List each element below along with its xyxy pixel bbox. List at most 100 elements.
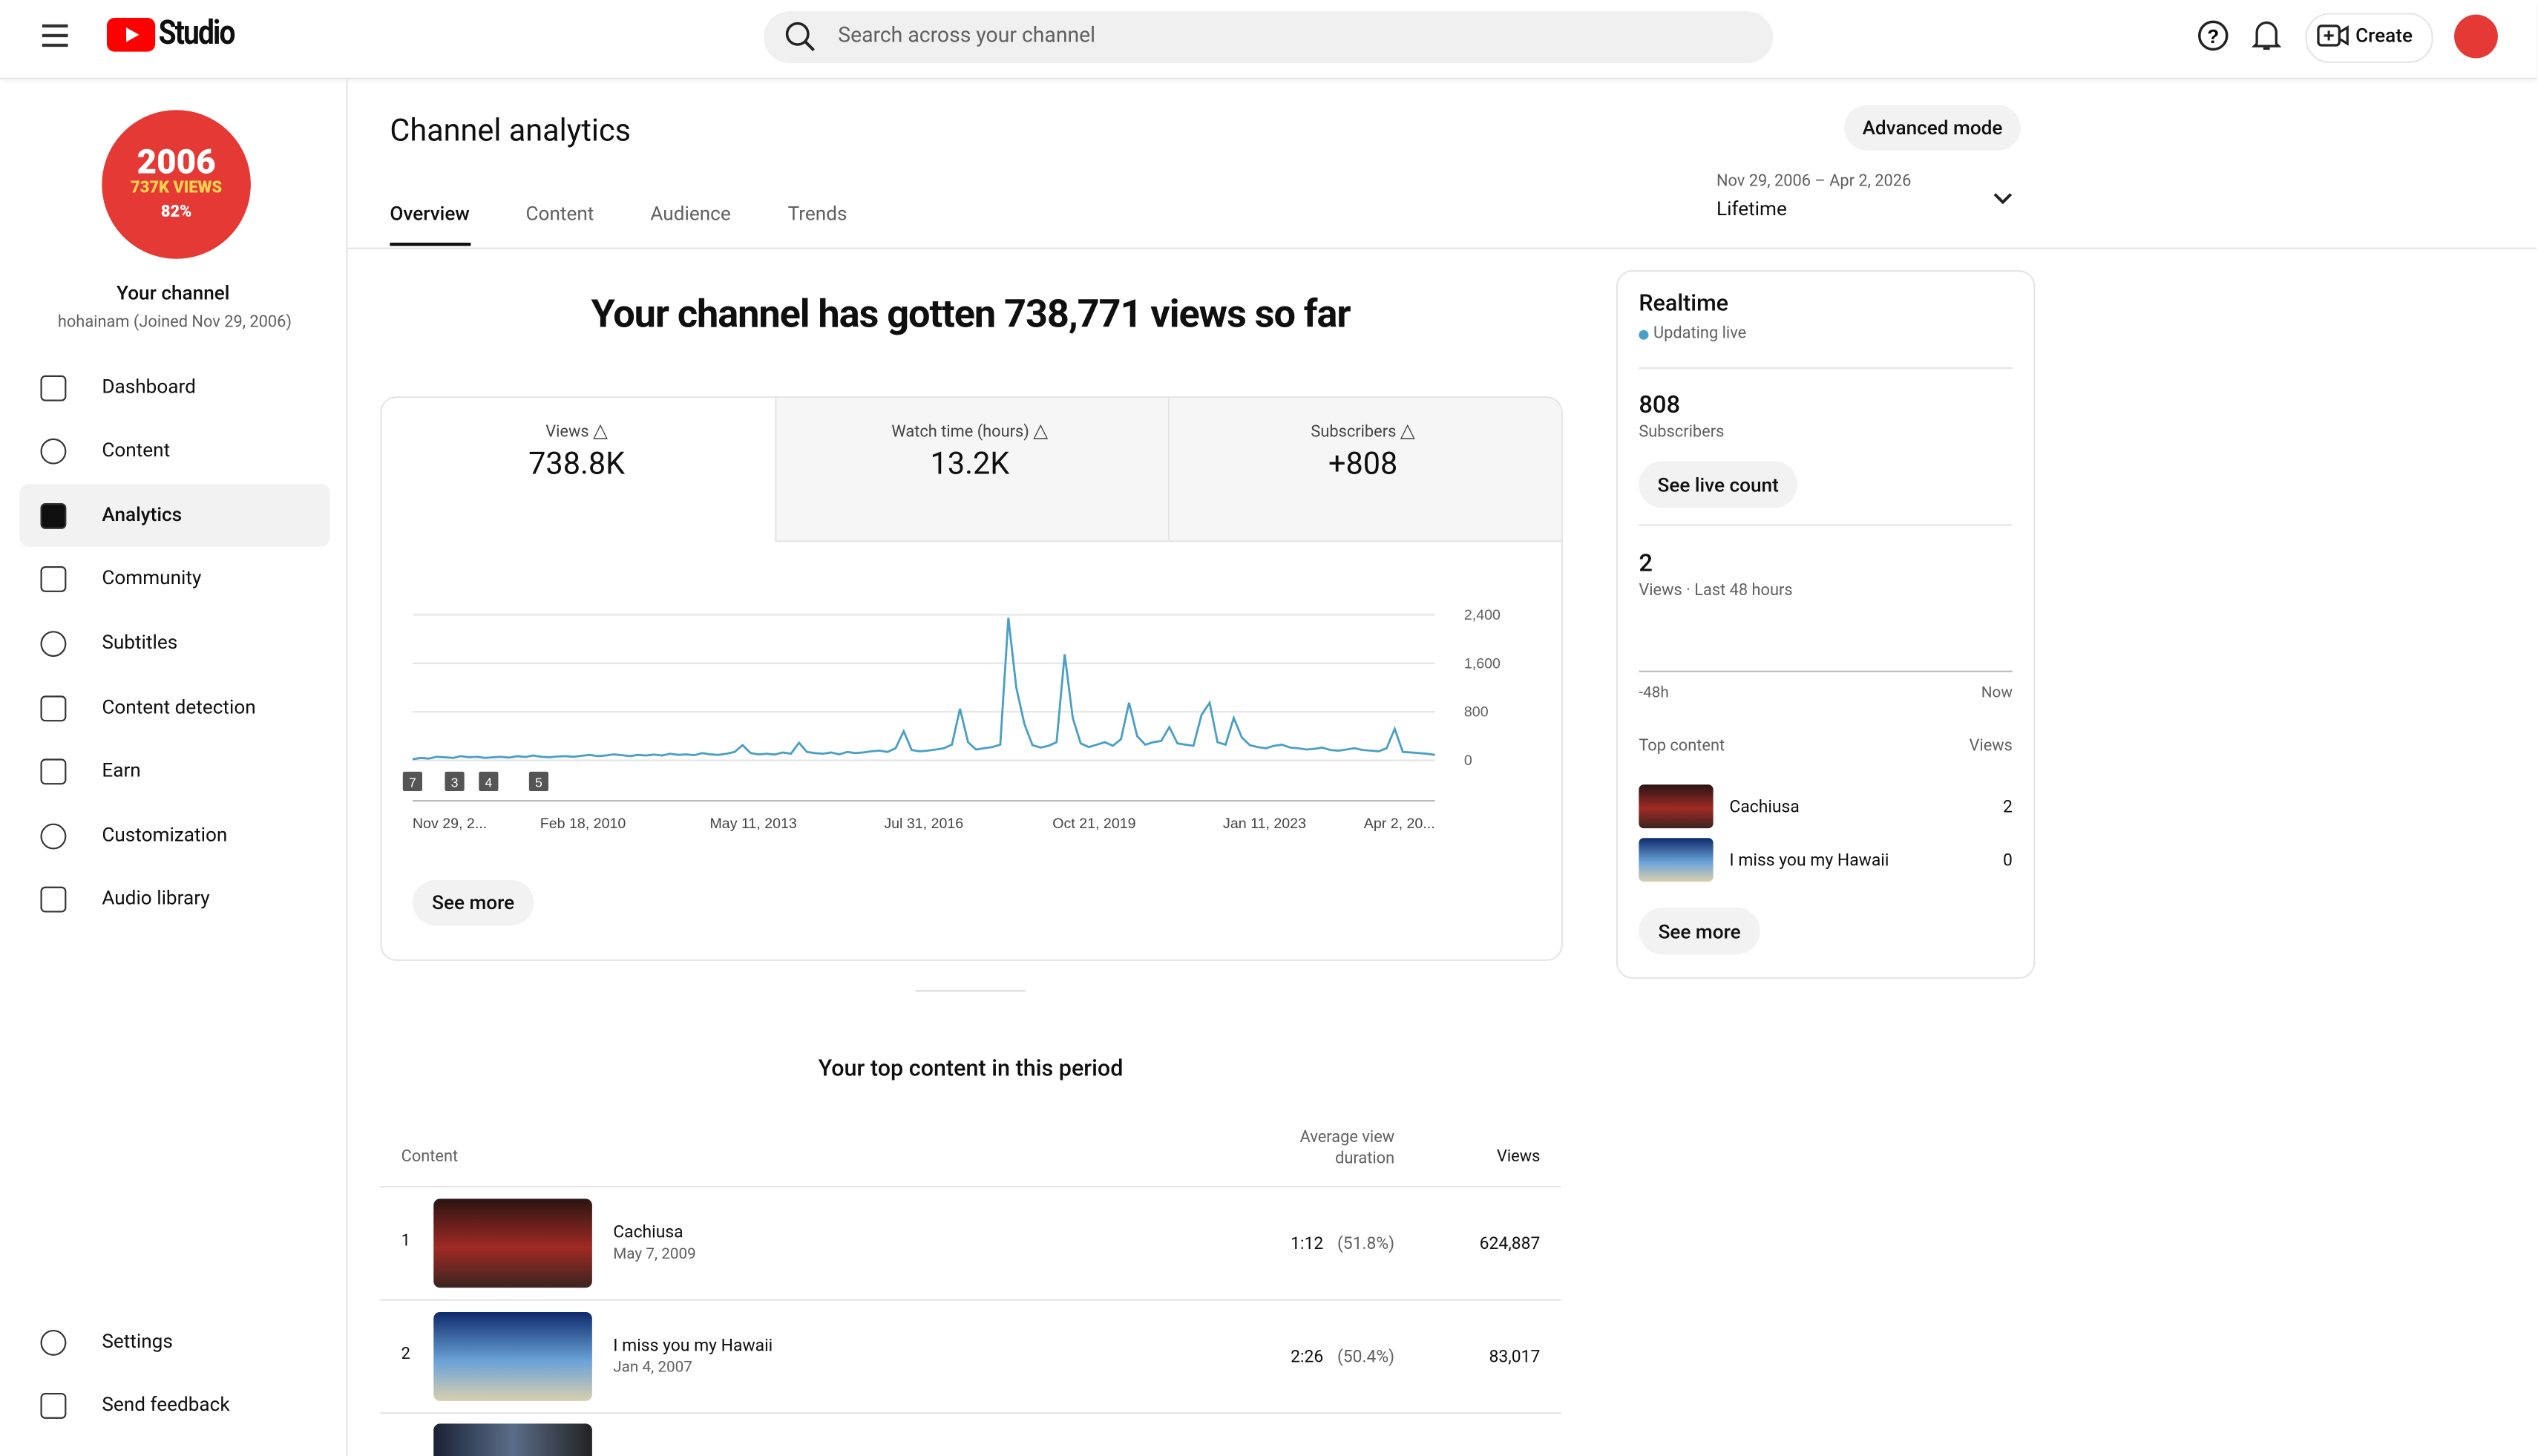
metric-label[interactable]: Views △ <box>545 419 609 442</box>
metric-tab-bg <box>775 398 1561 542</box>
subscriber-label: Subscribers <box>1639 424 1725 442</box>
y-tick-label: 800 <box>1464 704 1489 721</box>
realtime-title: Realtime <box>1639 291 1729 318</box>
views-line <box>412 617 1435 761</box>
subscriber-count: 808 <box>1639 390 1681 419</box>
create-label[interactable]: Create <box>2355 24 2413 47</box>
video-date: May 7, 2009 <box>613 1245 696 1264</box>
nav-item[interactable]: Content detection <box>102 695 256 718</box>
rank: 1 <box>401 1233 410 1251</box>
nav-item[interactable]: Dashboard <box>102 375 196 399</box>
annotation-label: 4 <box>485 775 493 790</box>
avatar-percent: 82% <box>160 203 192 222</box>
annotation-marker <box>402 771 422 792</box>
nav-icon[interactable] <box>40 758 67 785</box>
avg-duration: 1:12 <box>1291 1233 1324 1254</box>
nav-item[interactable]: Customization <box>102 823 228 847</box>
see-live-count-button[interactable]: See live count <box>1639 461 1797 508</box>
nav-item[interactable]: Send feedback <box>102 1392 230 1416</box>
nav-icon[interactable] <box>40 886 67 913</box>
nav-item[interactable]: Content <box>102 438 171 462</box>
y-tick-label: 2,400 <box>1464 607 1501 623</box>
nav-icon[interactable] <box>40 823 67 850</box>
thumbnail[interactable] <box>433 1423 592 1456</box>
tab[interactable]: Trends <box>787 202 847 226</box>
video-title[interactable]: I miss you my Hawaii <box>613 1334 773 1356</box>
metric-label[interactable]: Watch time (hours) △ <box>891 419 1049 442</box>
realtime-see-more-button[interactable]: See more <box>1639 907 1760 955</box>
views: 83,017 <box>1489 1345 1541 1368</box>
realtime-views-label: Views · Last 48 hours <box>1639 582 1793 600</box>
channel-avatar[interactable] <box>102 110 251 259</box>
nav-icon[interactable] <box>40 502 67 529</box>
realtime-chart <box>1639 670 2013 672</box>
top-content-title: Your top content in this period <box>818 1056 1124 1083</box>
metric-label[interactable]: Subscribers △ <box>1311 419 1415 442</box>
see-more-button[interactable]: See more <box>412 879 534 925</box>
annotation-marker <box>445 771 465 792</box>
nav-item[interactable]: Analytics <box>102 502 183 526</box>
create-button[interactable] <box>2305 13 2433 64</box>
x-tick-label: Jan 11, 2023 <box>1223 816 1306 832</box>
logo-icon[interactable] <box>106 17 156 52</box>
period[interactable]: Lifetime <box>1716 197 1787 220</box>
period-dropdown[interactable] <box>1992 191 2015 207</box>
help-icon[interactable]: ? <box>2197 19 2229 52</box>
logo-text[interactable]: Studio <box>158 14 236 53</box>
row-divider <box>380 1185 1561 1188</box>
nav-icon[interactable] <box>40 695 67 722</box>
nav-active-bg <box>19 483 330 547</box>
metric-value[interactable]: 13.2K <box>930 445 1010 482</box>
annotation-label: 5 <box>535 775 542 790</box>
search-placeholder[interactable]: Search across your channel <box>838 24 1096 49</box>
nav-item[interactable]: Subtitles <box>102 631 178 654</box>
notifications-icon[interactable] <box>2252 19 2281 52</box>
nav-item[interactable]: Settings <box>102 1329 173 1353</box>
search-bar[interactable] <box>763 11 1774 64</box>
annotation-marker <box>528 771 549 792</box>
menu-button[interactable] <box>42 24 68 47</box>
row-divider <box>380 1299 1561 1301</box>
annotation-label: 7 <box>409 775 416 790</box>
tab[interactable]: Content <box>525 202 594 226</box>
realtime-top-title[interactable]: Cachiusa <box>1729 796 1800 817</box>
rank: 2 <box>401 1345 410 1364</box>
advanced-mode-button[interactable]: Advanced mode <box>1844 105 2021 151</box>
nav-icon[interactable] <box>40 566 67 592</box>
avatar-year: 2006 <box>137 144 216 183</box>
thumbnail[interactable] <box>433 1311 592 1401</box>
tab[interactable]: Audience <box>650 202 731 226</box>
column-header: Views <box>1496 1148 1541 1167</box>
tab[interactable]: Overview <box>390 202 470 226</box>
sidebar-divider <box>346 79 348 1456</box>
nav-item[interactable]: Audio library <box>102 886 210 910</box>
account-avatar[interactable] <box>2454 14 2498 59</box>
metric-value[interactable]: 738.8K <box>528 445 626 482</box>
nav-icon[interactable] <box>40 631 67 658</box>
realtime-card <box>1616 270 2036 979</box>
thumbnail[interactable] <box>1639 838 1714 882</box>
date-range[interactable]: Nov 29, 2006 – Apr 2, 2026 <box>1716 173 1912 191</box>
realtime-top-title[interactable]: I miss you my Hawaii <box>1729 849 1889 870</box>
realtime-x-label: Now <box>1981 684 2013 703</box>
header <box>0 0 2537 79</box>
nav-icon[interactable] <box>40 375 67 401</box>
thumbnail[interactable] <box>433 1198 592 1288</box>
nav-icon[interactable] <box>40 1392 67 1419</box>
nav-icon[interactable] <box>40 438 67 465</box>
row-divider <box>380 1412 1561 1414</box>
realtime-views: 2 <box>1639 548 1653 578</box>
nav-icon[interactable] <box>40 1329 67 1356</box>
thumbnail[interactable] <box>1639 784 1714 829</box>
x-tick-label: Feb 18, 2010 <box>540 816 626 832</box>
overview-card <box>380 396 1563 961</box>
annotation-label: 3 <box>451 775 459 790</box>
nav-item[interactable]: Earn <box>102 758 141 781</box>
channel-title[interactable]: Your channel <box>117 281 230 304</box>
video-title[interactable]: Cachiusa <box>613 1221 683 1243</box>
realtime-top-views: 0 <box>2003 849 2013 870</box>
metric-value[interactable]: +808 <box>1328 445 1398 482</box>
divider <box>1639 524 2013 526</box>
nav-item[interactable]: Community <box>102 566 202 589</box>
metric-divider <box>1167 398 1170 541</box>
